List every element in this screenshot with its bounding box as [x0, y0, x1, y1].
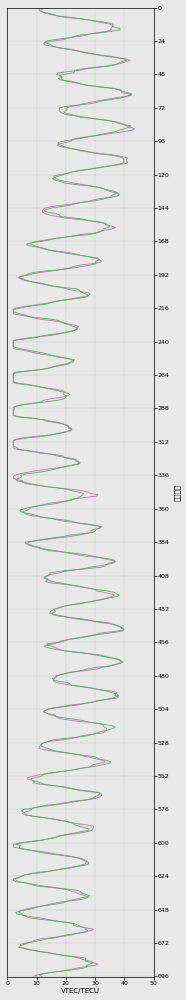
X-axis label: VTEC/TECU: VTEC/TECU — [61, 988, 100, 994]
Y-axis label: 累计小时: 累计小时 — [174, 484, 180, 501]
